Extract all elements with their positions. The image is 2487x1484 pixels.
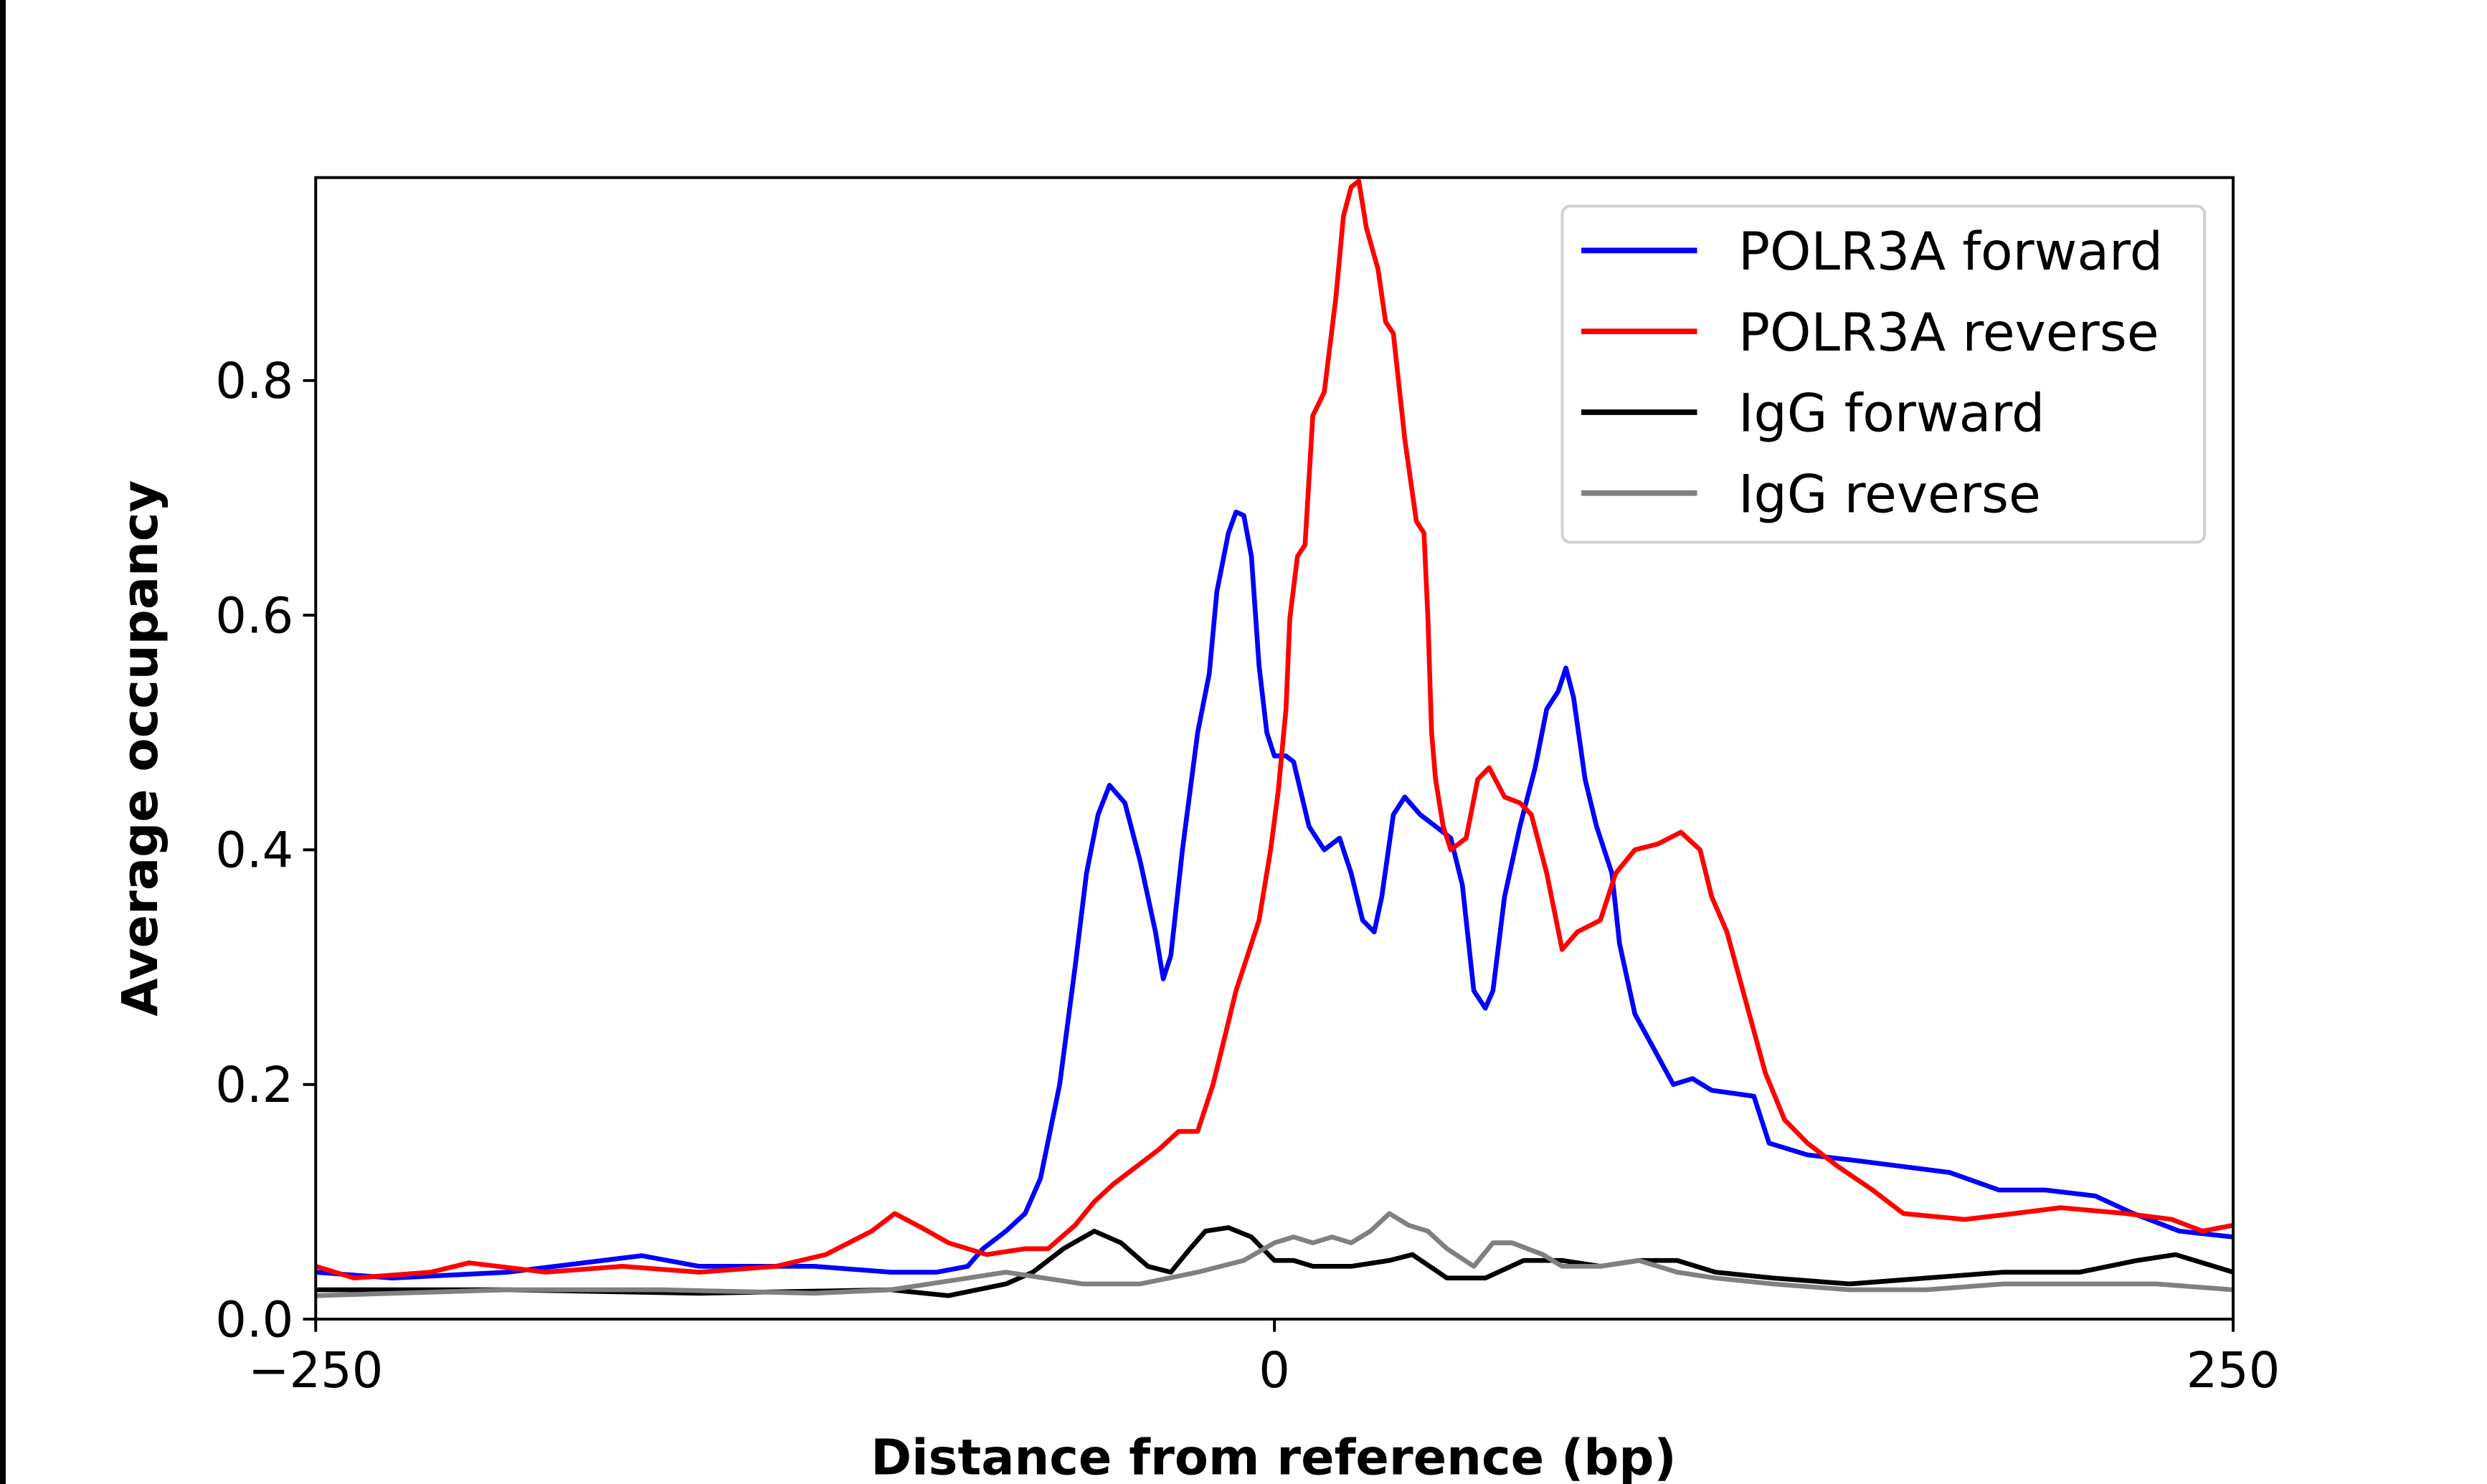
legend-label: IgG reverse [1738, 464, 2041, 525]
legend: POLR3A forward POLR3A reverse IgG forward I… [1560, 204, 2207, 544]
series-line-igg-forward [316, 1225, 2234, 1298]
x-tick-label: 250 [2187, 1342, 2280, 1399]
y-tick-label: 0.2 [215, 1057, 293, 1114]
y-axis-label: Average occupancy [112, 480, 169, 1017]
y-tick-label: 0.8 [215, 353, 293, 410]
legend-label: IgG forward [1738, 384, 2045, 444]
legend-label: POLR3A forward [1738, 222, 2163, 282]
series-line-igg-reverse [316, 1211, 2234, 1298]
y-axis: 0.0 0.2 0.4 0.6 0.8 [215, 353, 316, 1349]
x-axis-label: Distance from reference (bp) [871, 1430, 1677, 1484]
series-line-polr3a-reverse [315, 179, 2234, 1281]
y-tick-label: 0.0 [215, 1291, 293, 1349]
y-tick-label: 0.4 [215, 822, 293, 880]
x-axis: −250 0 250 [248, 1319, 2280, 1399]
x-tick-label: 0 [1259, 1342, 1290, 1399]
series-line-polr3a-forward [315, 509, 2234, 1281]
left-edge-bar [0, 0, 6, 1484]
x-tick-label: −250 [248, 1342, 383, 1399]
legend-label: POLR3A reverse [1738, 303, 2159, 363]
legend-box [1560, 204, 2207, 544]
y-tick-label: 0.6 [215, 587, 293, 645]
series-layer [315, 179, 2234, 1298]
